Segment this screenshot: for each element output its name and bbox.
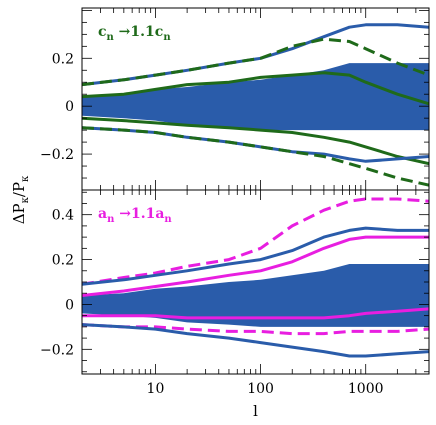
- annotation-sub2: n: [163, 32, 171, 43]
- annotation-main: c: [98, 24, 107, 40]
- series-line-2: [82, 226, 429, 286]
- y-tick-label: 0: [65, 99, 74, 115]
- panel-annotation: an →1.1an: [98, 206, 172, 225]
- plot-area: [82, 197, 429, 358]
- series-line-4: [82, 307, 429, 320]
- annotation-sub2: n: [164, 214, 172, 225]
- series-line-4: [82, 116, 429, 166]
- y-tick-label: −0.2: [40, 342, 74, 358]
- annotation-sub: n: [107, 214, 115, 225]
- y-tick-label: 0.2: [52, 253, 74, 269]
- y-axis-label: ΔPκ/Pκ: [10, 175, 31, 224]
- x-tick-label: 1000: [348, 381, 384, 397]
- annotation-sub: n: [107, 32, 115, 43]
- annotation-mid: →1.1a: [114, 206, 164, 222]
- x-tick-label: 10: [147, 381, 165, 397]
- error-band: [82, 63, 429, 131]
- top-panel: −0.200.2cn →1.1cn: [40, 7, 430, 191]
- series-line-6: [82, 323, 429, 358]
- plot-area: [82, 23, 429, 187]
- annotation-main: a: [98, 206, 107, 222]
- series-line-5: [82, 323, 429, 336]
- x-tick-label: 100: [247, 381, 274, 397]
- y-axis-label-mid: /P: [10, 182, 28, 197]
- y-tick-label: 0: [65, 297, 74, 313]
- series-line-3: [82, 235, 429, 297]
- y-axis-label-main: ΔP: [10, 203, 28, 224]
- series-line-5: [82, 126, 429, 163]
- series-line-1: [82, 197, 429, 286]
- series-line-2: [82, 37, 429, 87]
- series-line-3: [82, 71, 429, 106]
- y-tick-label: −0.2: [40, 147, 74, 163]
- y-tick-label: 0.2: [52, 51, 74, 67]
- y-axis-label-sub2: κ: [20, 175, 31, 182]
- x-axis-label: l: [253, 402, 258, 420]
- y-tick-label: 0.4: [52, 208, 74, 224]
- error-band: [82, 264, 429, 327]
- series-line-1: [82, 23, 429, 87]
- annotation-mid: →1.1c: [114, 24, 164, 40]
- panel-annotation: cn →1.1cn: [98, 24, 171, 43]
- y-axis-label-sub: κ: [20, 196, 31, 203]
- series-line-6: [82, 126, 429, 187]
